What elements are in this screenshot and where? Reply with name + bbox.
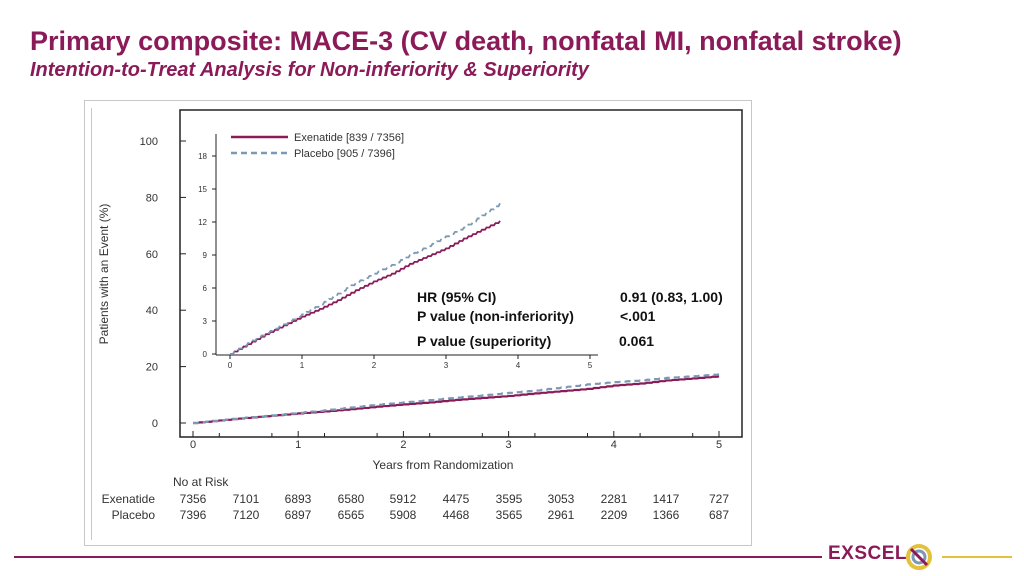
figure-inner-border [91,108,746,540]
legend-label-placebo: Placebo [905 / 7396] [294,148,395,160]
x-tick-label: 4 [611,439,617,451]
inset-y-tick-label: 12 [198,218,207,227]
footer-gold-rule [942,556,1012,558]
at-risk-value: 7120 [233,508,260,522]
at-risk-value: 7356 [180,492,207,506]
at-risk-value: 3565 [496,508,523,522]
at-risk-value: 2961 [548,508,575,522]
at-risk-value: 4475 [443,492,470,506]
inset-line-placebo [230,202,501,355]
at-risk-value: 5912 [390,492,417,506]
at-risk-value: 6897 [285,508,312,522]
at-risk-values: 7356 7101 6893 6580 5912 4475 3595 3053 2281 1417… [180,492,730,522]
at-risk-value: 1417 [653,492,680,506]
at-risk-value: 2281 [601,492,628,506]
y-tick-label: 0 [152,418,158,430]
figure-frame [84,100,752,546]
x-axis-label: Years from Randomization [373,458,514,472]
at-risk-value: 3053 [548,492,575,506]
at-risk-value: 2209 [601,508,628,522]
inset-x-tick-label: 2 [372,361,377,370]
at-risk-label-exenatide: Exenatide [102,492,156,506]
exscel-logo-text: EXSCEL [828,543,908,564]
superiority-value: 0.061 [619,333,655,349]
x-tick-label: 3 [506,439,512,451]
at-risk-value: 687 [709,508,729,522]
hr-value: 0.91 (0.83, 1.00) [620,289,723,305]
at-risk-value: 6580 [338,492,365,506]
at-risk-value: 1366 [653,508,680,522]
x-tick-label: 5 [716,439,722,451]
inset-x-tick-label: 4 [516,361,521,370]
legend-label-exenatide: Exenatide [839 / 7356] [294,132,404,144]
legend: Exenatide [839 / 7356] Placebo [905 / 73… [231,132,404,160]
footer-rule [14,556,822,558]
page-title: Primary composite: MACE-3 (CV death, non… [30,26,902,56]
exscel-logo-icon [906,544,932,570]
at-risk-value: 6565 [338,508,365,522]
inset-x-tick-label: 0 [228,361,233,370]
inset-x-tick-label: 1 [300,361,305,370]
inset-line-exenatide [230,220,501,355]
x-tick-label: 0 [190,439,196,451]
inset-lines [230,202,501,355]
at-risk-value: 7396 [180,508,207,522]
y-tick-label: 20 [146,362,158,374]
y-tick-label: 60 [146,249,158,261]
hr-label: HR (95% CI) [417,289,497,305]
plot-frame [179,109,743,438]
at-risk-label-placebo: Placebo [112,508,156,522]
inset-y-tick-label: 0 [203,350,208,359]
line-placebo [193,373,720,425]
inset-y-tick-label: 3 [203,317,208,326]
inset-y-tick-label: 15 [198,185,207,194]
x-tick-label: 1 [295,439,301,451]
y-axis-label: Patients with an Event (%) [97,204,111,345]
at-risk-value: 7101 [233,492,260,506]
inset-x-tick-label: 3 [444,361,449,370]
noninferiority-value: <.001 [620,308,656,324]
at-risk-title: No at Risk [173,475,229,489]
inset-y-tick-label: 18 [198,152,207,161]
at-risk-value: 727 [709,492,729,506]
at-risk-value: 5908 [390,508,417,522]
at-risk-value: 4468 [443,508,470,522]
y-tick-label: 80 [146,192,158,204]
noninferiority-label: P value (non-inferiority) [417,308,574,324]
main-lines [193,373,720,425]
y-tick-label: 100 [140,136,158,148]
inset-y-tick-label: 9 [203,251,208,260]
x-tick-label: 2 [400,439,406,451]
inset-x-tick-label: 5 [588,361,593,370]
page-subtitle: Intention-to-Treat Analysis for Non-infe… [30,59,589,81]
inset-y-tick-label: 6 [203,284,208,293]
at-risk-value: 3595 [496,492,523,506]
at-risk-value: 6893 [285,492,312,506]
y-tick-label: 40 [146,305,158,317]
superiority-label: P value (superiority) [417,333,552,349]
